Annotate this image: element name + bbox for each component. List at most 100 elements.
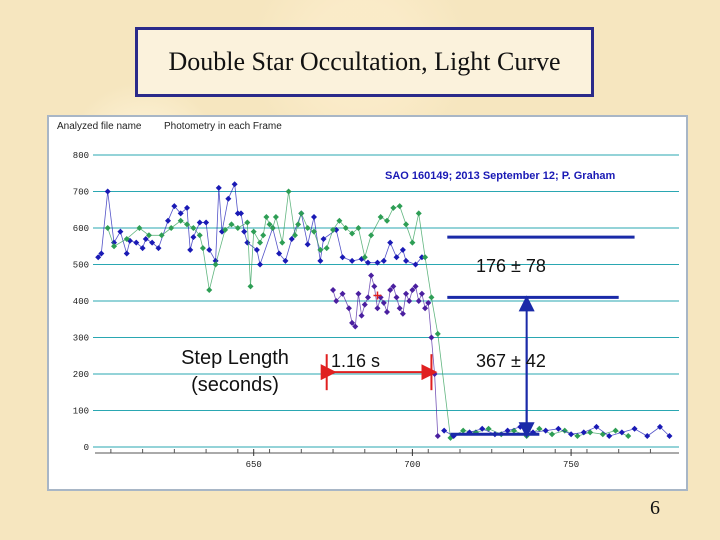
data-point bbox=[196, 219, 203, 226]
data-point bbox=[330, 287, 337, 294]
data-point bbox=[422, 254, 429, 261]
data-point bbox=[104, 188, 111, 195]
data-point bbox=[390, 283, 397, 290]
data-point bbox=[384, 217, 390, 224]
data-point bbox=[504, 427, 511, 434]
light-curve-chart: 0 100 200 300 400 500 600 700 800 650 700 750 Analy… bbox=[57, 121, 679, 470]
page-number: 6 bbox=[650, 497, 660, 519]
data-point bbox=[104, 225, 111, 231]
data-point bbox=[606, 433, 613, 440]
y-tick-label: 100 bbox=[73, 407, 89, 417]
data-point bbox=[409, 287, 416, 294]
data-point bbox=[374, 259, 381, 266]
data-point bbox=[555, 425, 562, 432]
data-point bbox=[374, 305, 381, 312]
data-point bbox=[244, 239, 251, 246]
data-point bbox=[111, 243, 118, 250]
data-point bbox=[323, 245, 330, 252]
data-point bbox=[126, 237, 133, 244]
data-point bbox=[361, 254, 368, 261]
data-point bbox=[345, 305, 352, 312]
step-length-label-line2: (seconds) bbox=[191, 374, 279, 396]
data-point bbox=[364, 294, 371, 301]
data-point bbox=[155, 245, 162, 252]
data-point bbox=[399, 310, 406, 317]
data-point bbox=[190, 225, 197, 231]
data-point bbox=[244, 219, 251, 226]
x-tick-label: 700 bbox=[404, 460, 420, 470]
data-point bbox=[415, 298, 422, 304]
data-point bbox=[418, 254, 425, 261]
data-point bbox=[349, 257, 356, 264]
data-point bbox=[291, 232, 298, 239]
data-point bbox=[311, 214, 317, 221]
data-point bbox=[272, 214, 279, 221]
data-point bbox=[247, 283, 254, 290]
data-point bbox=[269, 225, 276, 231]
data-point bbox=[517, 423, 524, 430]
series-2 bbox=[330, 272, 441, 440]
slide-title: Double Star Occultation, Light Curve bbox=[168, 47, 561, 76]
data-point bbox=[279, 239, 286, 246]
analyzed-file-label: Analyzed file name bbox=[57, 121, 142, 132]
data-point bbox=[253, 246, 260, 253]
data-point bbox=[380, 299, 387, 306]
x-tick-label: 650 bbox=[246, 460, 262, 470]
data-point bbox=[349, 230, 356, 237]
series-line bbox=[97, 182, 423, 266]
slide-title-box: Double Star Occultation, Light Curve bbox=[135, 27, 594, 97]
data-point bbox=[304, 241, 311, 248]
data-point bbox=[368, 232, 375, 239]
data-point bbox=[263, 214, 270, 221]
data-point bbox=[390, 204, 397, 211]
data-point bbox=[644, 433, 651, 440]
y-tick-label: 400 bbox=[73, 297, 89, 307]
data-point bbox=[631, 425, 638, 432]
data-point bbox=[234, 210, 241, 217]
lower-value-label: 367 ± 42 bbox=[476, 351, 546, 371]
data-point bbox=[257, 239, 264, 246]
y-tick-label: 800 bbox=[73, 151, 89, 161]
data-point bbox=[536, 425, 543, 432]
chart-panel: 0 100 200 300 400 500 600 700 800 650 700 750 Analy… bbox=[47, 115, 688, 491]
data-point bbox=[384, 308, 390, 315]
data-point bbox=[403, 257, 410, 264]
data-point bbox=[625, 433, 632, 440]
data-point bbox=[612, 427, 619, 434]
data-point bbox=[165, 217, 171, 224]
data-point bbox=[422, 305, 429, 312]
data-point bbox=[142, 235, 149, 242]
data-point bbox=[212, 261, 219, 268]
data-point bbox=[666, 433, 673, 440]
data-point bbox=[599, 431, 606, 438]
data-point bbox=[215, 184, 222, 191]
data-point bbox=[380, 257, 387, 264]
data-point bbox=[177, 217, 184, 224]
data-point bbox=[145, 232, 152, 239]
data-point bbox=[298, 210, 305, 217]
data-point bbox=[241, 228, 248, 235]
data-point bbox=[618, 429, 625, 436]
data-point bbox=[434, 433, 441, 440]
data-point bbox=[238, 210, 244, 217]
upper-value-label: 176 ± 78 bbox=[476, 256, 546, 276]
data-point bbox=[228, 221, 235, 228]
data-point bbox=[187, 246, 194, 253]
data-point bbox=[460, 427, 467, 434]
data-point bbox=[266, 221, 273, 228]
data-point bbox=[568, 431, 575, 438]
data-point bbox=[218, 228, 225, 235]
y-tick-label: 300 bbox=[73, 334, 89, 344]
data-point bbox=[288, 235, 295, 242]
data-point bbox=[203, 219, 210, 226]
step-measure-arrow bbox=[320, 354, 438, 391]
photometry-label: Photometry in each Frame bbox=[164, 121, 282, 132]
level-layer bbox=[447, 235, 635, 439]
data-point bbox=[136, 225, 143, 231]
data-point bbox=[222, 226, 229, 233]
data-point bbox=[139, 245, 146, 252]
data-point bbox=[336, 217, 343, 224]
data-point bbox=[184, 204, 191, 211]
grid-layer bbox=[93, 154, 679, 448]
y-tick-label: 0 bbox=[84, 443, 89, 453]
